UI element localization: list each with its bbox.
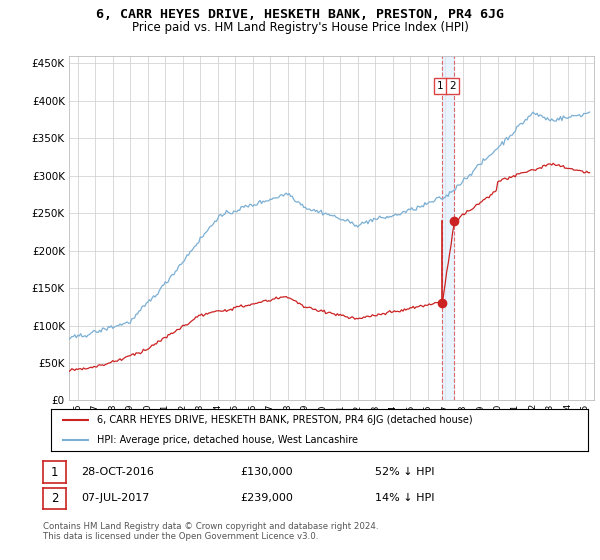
Text: 1: 1	[437, 81, 444, 91]
Text: £239,000: £239,000	[240, 493, 293, 503]
Text: 52% ↓ HPI: 52% ↓ HPI	[375, 467, 434, 477]
Text: 6, CARR HEYES DRIVE, HESKETH BANK, PRESTON, PR4 6JG (detached house): 6, CARR HEYES DRIVE, HESKETH BANK, PREST…	[97, 415, 472, 424]
Text: HPI: Average price, detached house, West Lancashire: HPI: Average price, detached house, West…	[97, 435, 358, 445]
Text: £130,000: £130,000	[240, 467, 293, 477]
Bar	[442, 56, 454, 400]
Text: 1: 1	[51, 465, 58, 479]
Text: 2: 2	[51, 492, 58, 505]
Text: 14% ↓ HPI: 14% ↓ HPI	[375, 493, 434, 503]
Text: Price paid vs. HM Land Registry's House Price Index (HPI): Price paid vs. HM Land Registry's House …	[131, 21, 469, 34]
Text: 2: 2	[449, 81, 456, 91]
Text: Contains HM Land Registry data © Crown copyright and database right 2024.
This d: Contains HM Land Registry data © Crown c…	[43, 522, 379, 542]
Text: 07-JUL-2017: 07-JUL-2017	[81, 493, 149, 503]
Text: 6, CARR HEYES DRIVE, HESKETH BANK, PRESTON, PR4 6JG: 6, CARR HEYES DRIVE, HESKETH BANK, PREST…	[96, 8, 504, 21]
Text: 28-OCT-2016: 28-OCT-2016	[81, 467, 154, 477]
